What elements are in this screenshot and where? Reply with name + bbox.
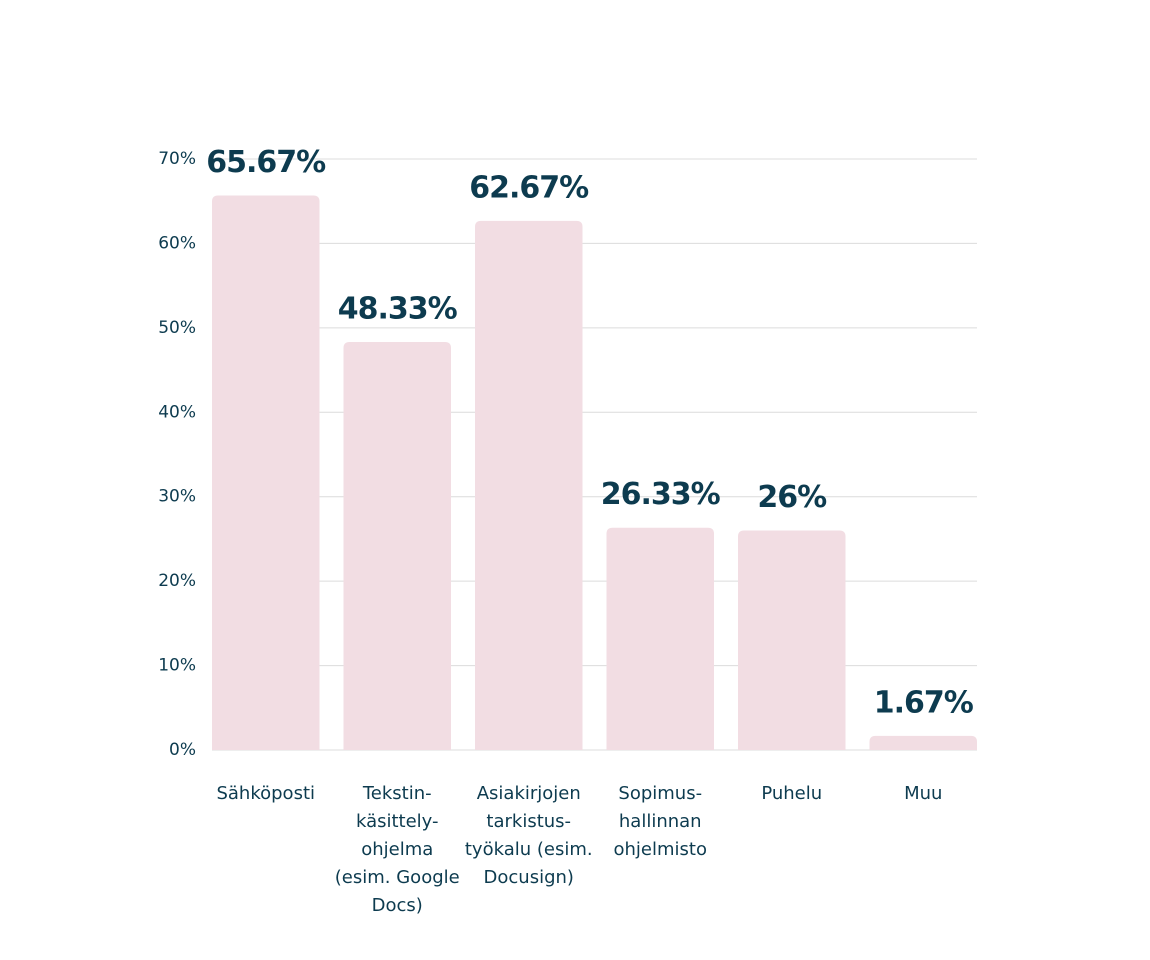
y-tick-label: 0%: [169, 740, 196, 760]
x-tick-label: Sopimus-hallinnan ohjelmisto: [613, 783, 707, 860]
x-tick-label: Puhelu: [761, 783, 823, 804]
bar: [738, 530, 846, 750]
bar: [869, 735, 977, 750]
y-tick-label: 70%: [158, 149, 196, 169]
value-label: 65.67%: [206, 145, 326, 180]
bar: [212, 195, 320, 751]
y-tick-label: 30%: [158, 487, 196, 507]
y-tick-label: 50%: [158, 318, 196, 338]
value-label: 26.33%: [601, 477, 721, 512]
value-label: 26%: [757, 480, 827, 515]
y-tick-label: 10%: [158, 656, 196, 676]
x-tick-label: Muu: [904, 783, 943, 804]
value-label: 62.67%: [469, 170, 589, 205]
x-tick-label: Tekstin-käsittely-ohjelma (esim. Google …: [334, 783, 460, 916]
bar: [606, 527, 714, 750]
y-tick-label: 40%: [158, 402, 196, 422]
x-tick-label: Asiakirjojen tarkistus-työkalu (esim. Do…: [464, 783, 593, 888]
value-label: 48.33%: [338, 291, 458, 326]
bar: [343, 341, 451, 750]
value-label: 1.67%: [874, 685, 974, 720]
y-tick-label: 60%: [158, 233, 196, 253]
x-tick-label: Sähköposti: [216, 783, 316, 804]
y-tick-label: 20%: [158, 571, 196, 591]
bar: [475, 220, 583, 751]
